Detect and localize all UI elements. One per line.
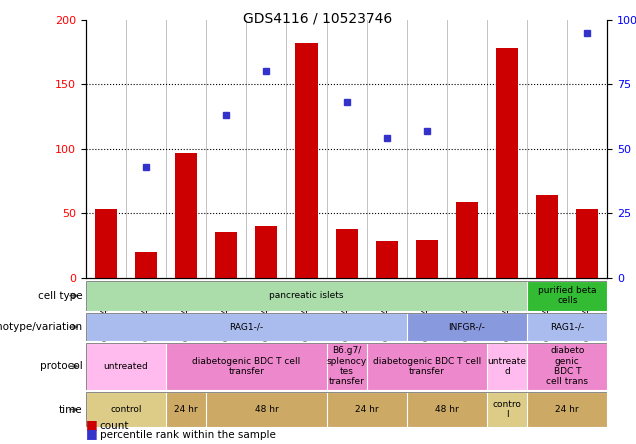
Text: 24 hr: 24 hr (555, 405, 579, 414)
Bar (376, 242, 398, 278)
Text: time: time (59, 404, 83, 415)
Text: ■: ■ (86, 427, 97, 440)
Text: RAG1-/-: RAG1-/- (550, 322, 584, 332)
Text: untreated: untreated (104, 362, 148, 371)
Text: RAG1-/-: RAG1-/- (229, 322, 263, 332)
Bar (496, 48, 518, 278)
Text: GDS4116 / 10523746: GDS4116 / 10523746 (244, 11, 392, 25)
Bar (336, 229, 357, 278)
Bar (135, 252, 157, 278)
Text: contro
l: contro l (493, 400, 522, 419)
Text: diabeto
genic
BDC T
cell trans: diabeto genic BDC T cell trans (546, 346, 588, 386)
Bar (416, 240, 438, 278)
Text: count: count (100, 420, 129, 431)
Text: diabetogenic BDC T cell
transfer: diabetogenic BDC T cell transfer (192, 357, 300, 376)
Text: diabetogenic BDC T cell
transfer: diabetogenic BDC T cell transfer (373, 357, 481, 376)
Bar (296, 43, 317, 278)
Text: protocol: protocol (40, 361, 83, 371)
Text: cell type: cell type (38, 291, 83, 301)
Bar (456, 202, 478, 278)
Text: pancreatic islets: pancreatic islets (269, 291, 343, 300)
Text: INFGR-/-: INFGR-/- (448, 322, 485, 332)
Text: B6.g7/
splenocy
tes
transfer: B6.g7/ splenocy tes transfer (326, 346, 367, 386)
Text: 48 hr: 48 hr (254, 405, 279, 414)
Text: 24 hr: 24 hr (174, 405, 198, 414)
Text: control: control (110, 405, 142, 414)
Text: purified beta
cells: purified beta cells (538, 286, 597, 305)
Text: ■: ■ (86, 418, 97, 431)
Text: genotype/variation: genotype/variation (0, 322, 83, 332)
Bar (95, 209, 117, 278)
Bar (175, 153, 197, 278)
Bar (536, 195, 558, 278)
Bar (256, 226, 277, 278)
Text: untreate
d: untreate d (488, 357, 527, 376)
Text: 48 hr: 48 hr (435, 405, 459, 414)
Bar (215, 233, 237, 278)
Text: percentile rank within the sample: percentile rank within the sample (100, 429, 276, 440)
Bar (576, 209, 598, 278)
Text: 24 hr: 24 hr (355, 405, 378, 414)
